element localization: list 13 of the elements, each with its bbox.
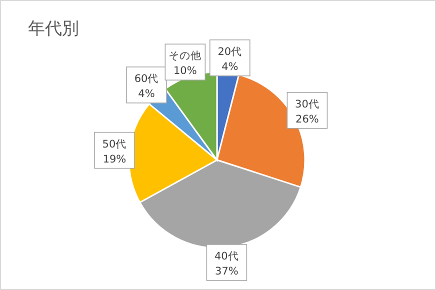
data-label: 4%	[222, 60, 238, 73]
slice-label: その他	[168, 50, 202, 62]
slice-label: 30代	[295, 98, 320, 110]
data-label: 10%	[174, 65, 197, 78]
data-label: 4%	[138, 88, 155, 100]
slice-label: 60代	[134, 72, 159, 85]
slice-label: 20代	[218, 46, 242, 58]
chart-title: 年代別	[28, 19, 79, 39]
data-label: 19%	[102, 153, 126, 166]
slice-label: 50代	[102, 138, 127, 150]
data-label: 37%	[215, 266, 238, 278]
data-label: 26%	[296, 113, 319, 126]
slice-label: 40代	[214, 250, 239, 263]
